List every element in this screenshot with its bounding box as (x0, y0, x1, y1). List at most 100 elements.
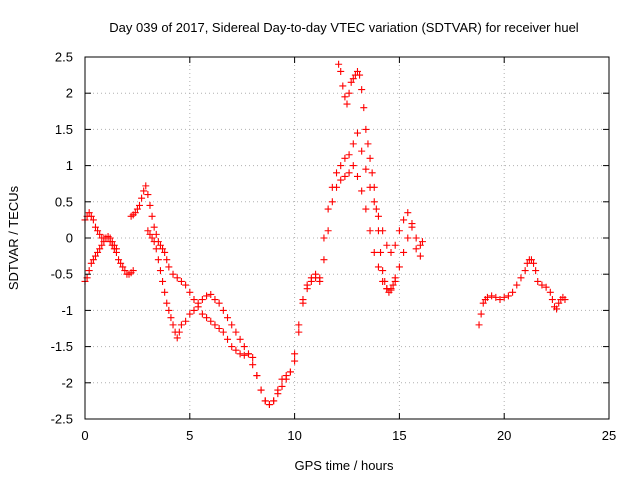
data-point (349, 162, 357, 170)
data-point (341, 172, 349, 180)
y-tick-label: 0.5 (55, 194, 73, 209)
data-point (374, 227, 382, 235)
data-point (121, 267, 129, 275)
data-point (207, 290, 215, 298)
data-point (496, 296, 504, 304)
data-point (177, 321, 185, 329)
data-point (500, 293, 508, 301)
data-point (117, 259, 125, 267)
y-tick-label: 2.5 (55, 50, 73, 65)
data-point (135, 201, 143, 209)
data-point (416, 252, 424, 260)
data-point (341, 154, 349, 162)
data-point (538, 281, 546, 289)
data-point (345, 151, 353, 159)
grid-lines (85, 57, 609, 419)
data-point (335, 60, 343, 68)
data-point (303, 281, 311, 289)
data-point (333, 169, 341, 177)
data-point (150, 238, 158, 246)
data-point (215, 299, 223, 307)
data-point (190, 296, 198, 304)
data-point (530, 259, 538, 267)
data-point (98, 241, 106, 249)
data-point (391, 241, 399, 249)
data-point (203, 314, 211, 322)
data-point (504, 292, 512, 300)
data-point (295, 328, 303, 336)
data-point (320, 256, 328, 264)
data-point (345, 169, 353, 177)
data-point (215, 325, 223, 332)
data-point (374, 212, 382, 220)
data-point (156, 267, 164, 275)
data-point (182, 317, 190, 325)
data-point (389, 281, 397, 289)
data-point (219, 328, 227, 336)
data-point (362, 165, 370, 173)
data-point (548, 296, 556, 304)
data-point (169, 270, 177, 278)
data-point (165, 263, 173, 271)
data-point (286, 368, 294, 376)
data-point (173, 334, 181, 342)
series-sdtvar-track-b (81, 162, 424, 409)
data-point (412, 245, 420, 253)
data-point (278, 382, 286, 390)
data-point (377, 248, 385, 256)
data-point (224, 314, 232, 322)
data-point (555, 299, 563, 307)
data-point (358, 86, 366, 94)
data-point (412, 234, 420, 242)
data-point (148, 234, 156, 242)
data-point (358, 147, 366, 155)
y-tick-label: 2 (66, 86, 73, 101)
data-point (140, 187, 148, 195)
data-point (211, 321, 219, 329)
data-point (395, 227, 403, 235)
data-point (379, 267, 387, 275)
data-point (148, 212, 156, 220)
data-point (364, 140, 372, 148)
data-point (366, 227, 374, 235)
data-point (416, 241, 424, 249)
data-point (224, 335, 232, 343)
data-point (492, 293, 500, 301)
data-marks (81, 60, 569, 409)
data-point (546, 288, 554, 296)
data-point (207, 317, 215, 325)
data-point (542, 283, 550, 291)
data-point (404, 234, 412, 242)
data-point (144, 191, 152, 199)
data-point (353, 172, 361, 180)
data-point (483, 293, 491, 301)
data-point (161, 288, 169, 296)
data-point (341, 93, 349, 101)
data-point (488, 292, 496, 300)
data-point (182, 281, 190, 289)
data-point (370, 183, 378, 191)
data-point (553, 305, 561, 313)
data-point (133, 205, 141, 213)
data-point (278, 375, 286, 383)
data-point (324, 227, 332, 235)
data-point (353, 129, 361, 137)
tick-labels: 0 5 10 15 20 25 -2.5 -2 -1.5 -1 -0.5 0 0.5 1 1.5 2 2.5 (51, 50, 617, 444)
data-point (240, 351, 248, 359)
data-point (96, 230, 104, 238)
data-point (343, 100, 351, 108)
data-point (244, 350, 252, 358)
data-point (408, 223, 416, 231)
y-tick-label: -2.5 (51, 412, 73, 427)
y-tick-label: -1 (61, 303, 73, 318)
data-point (400, 216, 408, 224)
x-tick-label: 5 (186, 428, 193, 443)
data-point (517, 274, 525, 282)
data-point (513, 281, 521, 289)
data-point (152, 230, 160, 238)
data-point (362, 205, 370, 213)
y-tick-label: 1.5 (55, 122, 73, 137)
data-point (186, 288, 194, 296)
data-point (163, 256, 171, 264)
